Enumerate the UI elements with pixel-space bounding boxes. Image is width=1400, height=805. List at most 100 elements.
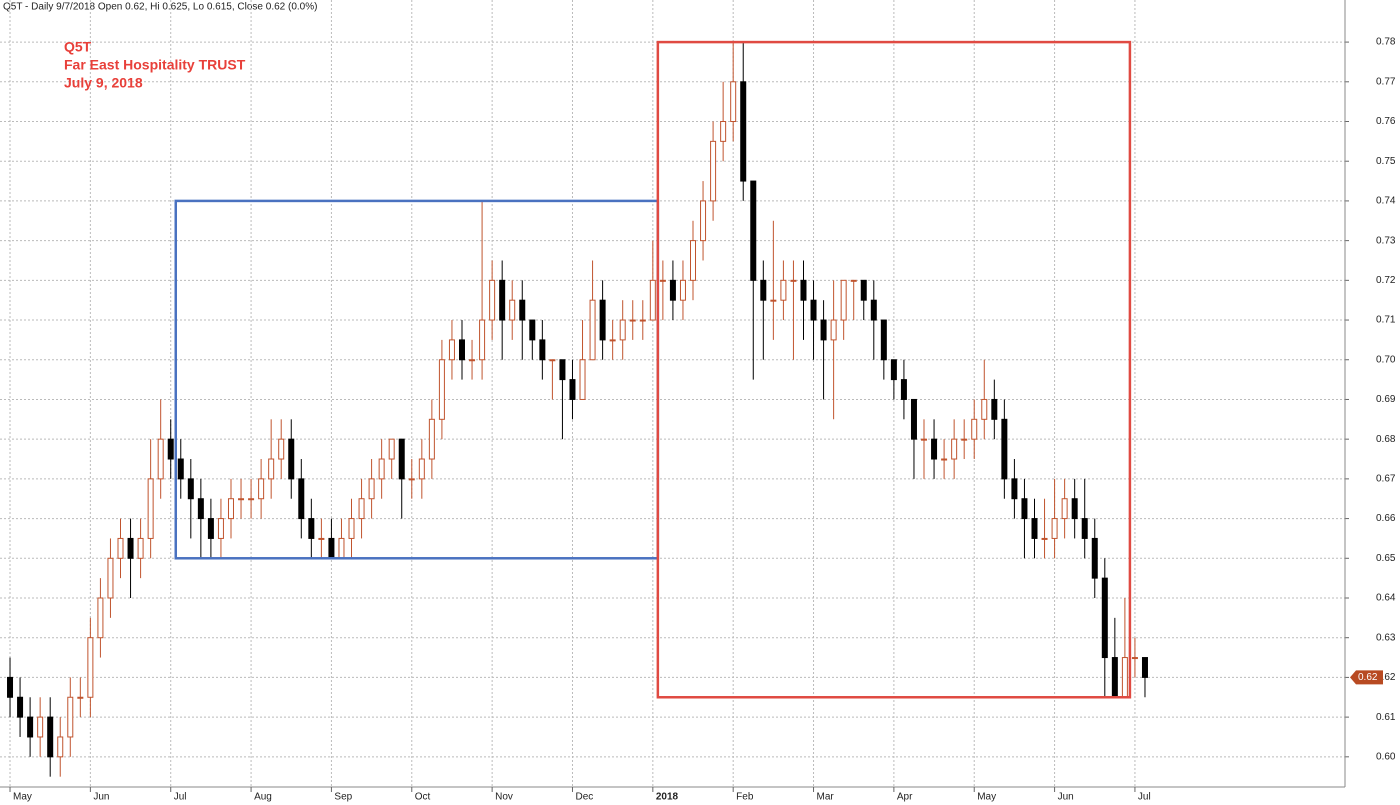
candle-body [659,279,666,282]
candle-body [17,696,24,718]
candle-body [97,597,104,639]
y-tick-label: 0.75 [1376,156,1396,167]
candle-body [448,339,455,361]
candle-body [278,438,285,460]
candle-body [137,537,144,559]
candle-body [1121,657,1128,698]
candle-body [7,676,14,698]
candle-body [418,458,425,480]
candle-body [931,438,938,460]
candle-body [147,478,154,539]
candle-body [850,279,857,282]
annotation: July 9, 2018 [64,75,143,91]
candle-body [810,299,817,321]
y-tick-label: 0.76 [1376,116,1396,127]
candle-body [690,240,697,281]
candle-body [589,299,596,361]
candle-body [207,518,214,539]
candle-body [479,319,486,361]
candle-body [368,478,375,500]
candle-body [117,537,124,559]
x-tick-label: Apr [897,792,913,803]
candle-body [1111,657,1118,698]
candle-body [1011,478,1018,500]
x-tick-label: Nov [495,792,513,803]
candle-body [248,498,255,501]
y-tick-label: 0.77 [1376,76,1396,87]
candle-body [770,299,777,302]
candle-body [1021,498,1028,520]
candle-body [127,537,134,559]
candle-body [1071,498,1078,520]
y-tick-label: 0.66 [1376,513,1396,524]
candle-body [107,557,114,599]
x-tick-label: Jul [1138,792,1151,803]
candle-body [77,696,84,699]
candle-body [619,319,626,341]
candle-body [458,339,465,361]
y-tick-label: 0.72 [1376,275,1396,286]
candle-body [740,81,747,182]
candle-body [167,438,174,460]
candle-body [1101,577,1108,659]
candle-body [669,279,676,301]
y-tick-label: 0.69 [1376,394,1396,405]
candle-body [469,359,476,362]
candle-body [971,418,978,440]
candle-body [639,319,646,322]
candle-body [750,180,757,281]
y-tick-label: 0.62 [1376,672,1396,683]
candle-body [910,398,917,440]
candle-body [238,498,245,501]
candle-body [860,279,867,301]
candle-body [941,458,948,461]
candle-body [710,140,717,202]
candle-body [609,339,616,342]
last-price-label: 0.62 [1358,672,1378,683]
candle-body [268,458,275,480]
x-tick-label: Jun [93,792,109,803]
candle-body [519,299,526,321]
candle-body [700,200,707,242]
candle-body [87,637,94,698]
candle-body [890,359,897,381]
candle-body [298,478,305,520]
candle-body [1051,518,1058,539]
candle-body [830,319,837,341]
candle-body [438,359,445,420]
candle-body [870,299,877,321]
candle-body [1041,537,1048,540]
candle-body [720,121,727,142]
annotation: Far East Hospitality TRUST [64,57,246,73]
candle-body [991,398,998,420]
candle-body [1061,498,1068,520]
highlight-box [656,40,1132,699]
candle-body [951,438,958,460]
candle-body [187,478,194,500]
candle-body [649,279,656,321]
candle-body [1141,657,1148,678]
candle-body [1131,657,1138,660]
candle-body [629,319,636,322]
candle-body [67,696,74,738]
candle-body [398,438,405,480]
candle-body [499,279,506,321]
candle-body [308,518,315,539]
candle-body [840,279,847,321]
last-price-tag [1350,670,1383,685]
candle-body [428,418,435,460]
candle-body [790,279,797,282]
x-tick-label: Jul [174,792,187,803]
candle-body [820,319,827,341]
candle-body [509,299,516,321]
y-tick-label: 0.68 [1376,434,1396,445]
candle-body [539,339,546,361]
x-tick-label: Jun [1058,792,1074,803]
y-tick-label: 0.60 [1376,751,1396,762]
candle-body [1001,418,1008,480]
candle-body [197,498,204,520]
x-tick-label: Dec [575,792,593,803]
y-tick-label: 0.74 [1376,196,1396,207]
candle-body [599,299,606,341]
